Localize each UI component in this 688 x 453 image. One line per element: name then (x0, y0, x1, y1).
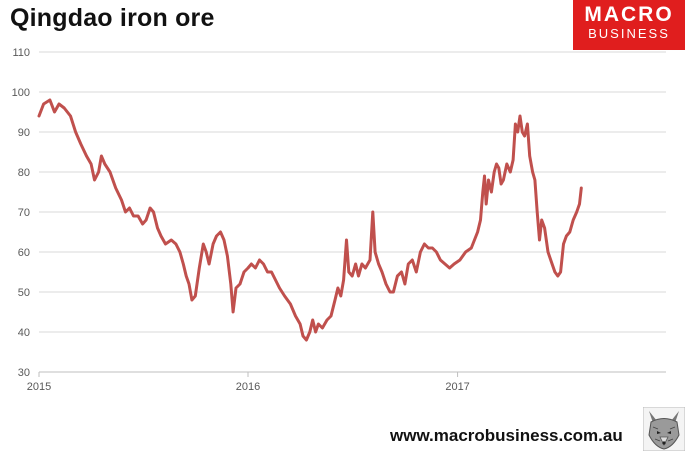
y-tick-label: 60 (18, 247, 30, 259)
wolf-head-icon (643, 407, 685, 451)
x-tick-label: 2016 (236, 381, 260, 393)
x-tick-label: 2015 (27, 381, 51, 393)
y-tick-label: 90 (18, 127, 30, 139)
chart-title: Qingdao iron ore (10, 4, 215, 32)
macro-business-logo: MACRO BUSINESS (573, 0, 685, 50)
y-tick-label: 40 (18, 327, 30, 339)
y-tick-label: 70 (18, 207, 30, 219)
y-tick-label: 50 (18, 287, 30, 299)
y-tick-label: 30 (18, 367, 30, 379)
logo-line-business: BUSINESS (588, 26, 670, 41)
y-tick-label: 80 (18, 167, 30, 179)
y-tick-label: 110 (12, 47, 30, 59)
y-tick-label: 100 (12, 87, 30, 99)
logo-line-macro: MACRO (584, 3, 674, 26)
website-url: www.macrobusiness.com.au (390, 426, 623, 445)
x-tick-label: 2017 (445, 381, 469, 393)
series-line-iron-ore-price (37, 98, 583, 342)
